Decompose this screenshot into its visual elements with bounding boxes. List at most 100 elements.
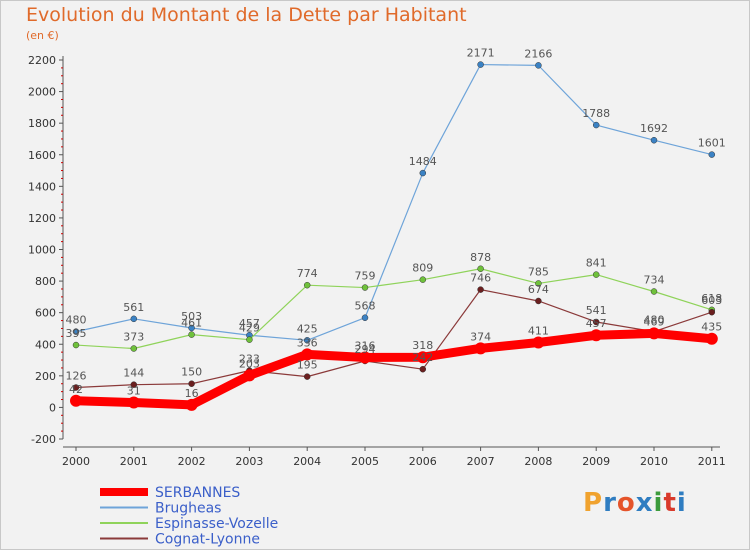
data-point bbox=[303, 337, 311, 344]
logo-letter: i bbox=[653, 488, 664, 518]
axes: -200 0 200 400 600 800 1000 1200 1400 1600 1800 200… bbox=[28, 54, 726, 468]
data-label: 734 bbox=[644, 274, 665, 287]
data-label: 785 bbox=[528, 265, 549, 278]
data-labels: 42 31 16 203 336 316 318 374 411 457 469 435 480 561 5… bbox=[66, 47, 726, 400]
data-label: 195 bbox=[297, 359, 318, 372]
x-tick-label: 2010 bbox=[640, 455, 668, 468]
y-tick-label: 400 bbox=[35, 338, 56, 351]
data-point bbox=[419, 276, 427, 283]
data-point bbox=[592, 271, 600, 278]
y-tick-label: 2000 bbox=[28, 86, 56, 99]
data-point bbox=[419, 169, 427, 177]
x-tick-label: 2008 bbox=[524, 455, 552, 468]
data-label: 203 bbox=[239, 357, 260, 370]
data-point bbox=[650, 136, 658, 144]
y-tick-label: 800 bbox=[35, 275, 56, 288]
data-point bbox=[130, 381, 138, 388]
data-point bbox=[592, 121, 600, 129]
data-label: 561 bbox=[123, 301, 144, 314]
data-point bbox=[419, 365, 427, 373]
data-point bbox=[477, 61, 484, 68]
data-point bbox=[303, 281, 311, 289]
data-label: 1484 bbox=[409, 155, 437, 168]
data-label: 2171 bbox=[467, 47, 495, 60]
data-label: 42 bbox=[69, 383, 83, 396]
data-label: 425 bbox=[297, 322, 318, 335]
data-point bbox=[535, 62, 542, 69]
data-label: 774 bbox=[297, 267, 318, 280]
data-point bbox=[70, 394, 82, 407]
proxiti-logo: Proxiti bbox=[583, 488, 687, 518]
x-tick-label: 2003 bbox=[235, 455, 263, 468]
data-label: 759 bbox=[355, 270, 376, 283]
data-label: 1788 bbox=[582, 107, 610, 120]
chart-title: Evolution du Montant de la Dette par Hab… bbox=[26, 4, 467, 26]
series-line-espinasse-vozelle bbox=[75, 268, 713, 350]
data-label: 336 bbox=[297, 336, 318, 349]
data-point bbox=[130, 315, 138, 323]
data-label: 1692 bbox=[640, 122, 668, 135]
data-label: 746 bbox=[470, 272, 491, 285]
data-label: 233 bbox=[239, 353, 260, 366]
data-label: 242 bbox=[412, 351, 433, 364]
data-label: 373 bbox=[123, 331, 144, 344]
data-label: 318 bbox=[412, 339, 433, 352]
data-point bbox=[650, 288, 658, 295]
data-point bbox=[243, 369, 256, 382]
data-point bbox=[708, 151, 716, 158]
y-tick-label: 1600 bbox=[28, 149, 56, 162]
x-tick-label: 2009 bbox=[582, 455, 610, 468]
data-label: 126 bbox=[66, 370, 87, 383]
data-point bbox=[708, 308, 716, 316]
data-label: 144 bbox=[123, 367, 144, 380]
data-label: 541 bbox=[586, 304, 607, 317]
data-point bbox=[127, 396, 140, 409]
data-point bbox=[301, 348, 314, 361]
x-tick-label: 2002 bbox=[178, 455, 206, 468]
data-point bbox=[648, 327, 660, 340]
x-tick-label: 2005 bbox=[351, 455, 379, 468]
y-tick-label: 1800 bbox=[28, 117, 56, 130]
data-point bbox=[592, 318, 600, 326]
data-label: 568 bbox=[355, 300, 376, 313]
data-label: 674 bbox=[528, 283, 549, 296]
data-point bbox=[188, 331, 195, 338]
data-label: 878 bbox=[470, 251, 491, 264]
legend-label: Cognat-Lyonne bbox=[155, 532, 260, 548]
data-label: 16 bbox=[185, 387, 199, 400]
y-tick-label: 1200 bbox=[28, 212, 56, 225]
data-point bbox=[72, 384, 80, 391]
data-label: 469 bbox=[644, 315, 665, 328]
logo-letter: t bbox=[663, 488, 677, 518]
chart-unit: (en €) bbox=[26, 29, 59, 42]
series-line-brugheas bbox=[75, 63, 713, 341]
logo-letter: o bbox=[616, 488, 636, 518]
data-point bbox=[477, 286, 484, 293]
data-point bbox=[188, 380, 195, 387]
data-label: 2166 bbox=[524, 47, 552, 60]
y-tick-label: 200 bbox=[35, 370, 56, 383]
data-point bbox=[72, 328, 80, 335]
y-tick-label: -200 bbox=[31, 433, 56, 446]
y-tick-label: 1000 bbox=[28, 244, 56, 257]
data-label: 503 bbox=[181, 310, 202, 323]
data-point bbox=[361, 314, 369, 321]
y-tick-label: 2200 bbox=[28, 54, 56, 67]
data-label: 435 bbox=[701, 321, 722, 334]
data-point bbox=[705, 332, 718, 345]
x-tick-label: 2011 bbox=[698, 455, 726, 468]
data-point bbox=[535, 297, 542, 305]
x-tick-label: 2000 bbox=[62, 455, 90, 468]
data-point bbox=[535, 280, 542, 287]
series-lines bbox=[70, 61, 718, 411]
data-point bbox=[188, 324, 195, 332]
data-point bbox=[590, 329, 603, 342]
data-label: 457 bbox=[586, 317, 607, 330]
y-tick-label: 600 bbox=[35, 307, 56, 320]
data-label: 374 bbox=[470, 330, 491, 343]
legend: SERBANNESBrugheasEspinasse-VozelleCognat… bbox=[100, 485, 278, 548]
data-label: 395 bbox=[66, 327, 87, 340]
logo-letter: P bbox=[583, 488, 604, 518]
legend-label: Brugheas bbox=[155, 501, 221, 517]
